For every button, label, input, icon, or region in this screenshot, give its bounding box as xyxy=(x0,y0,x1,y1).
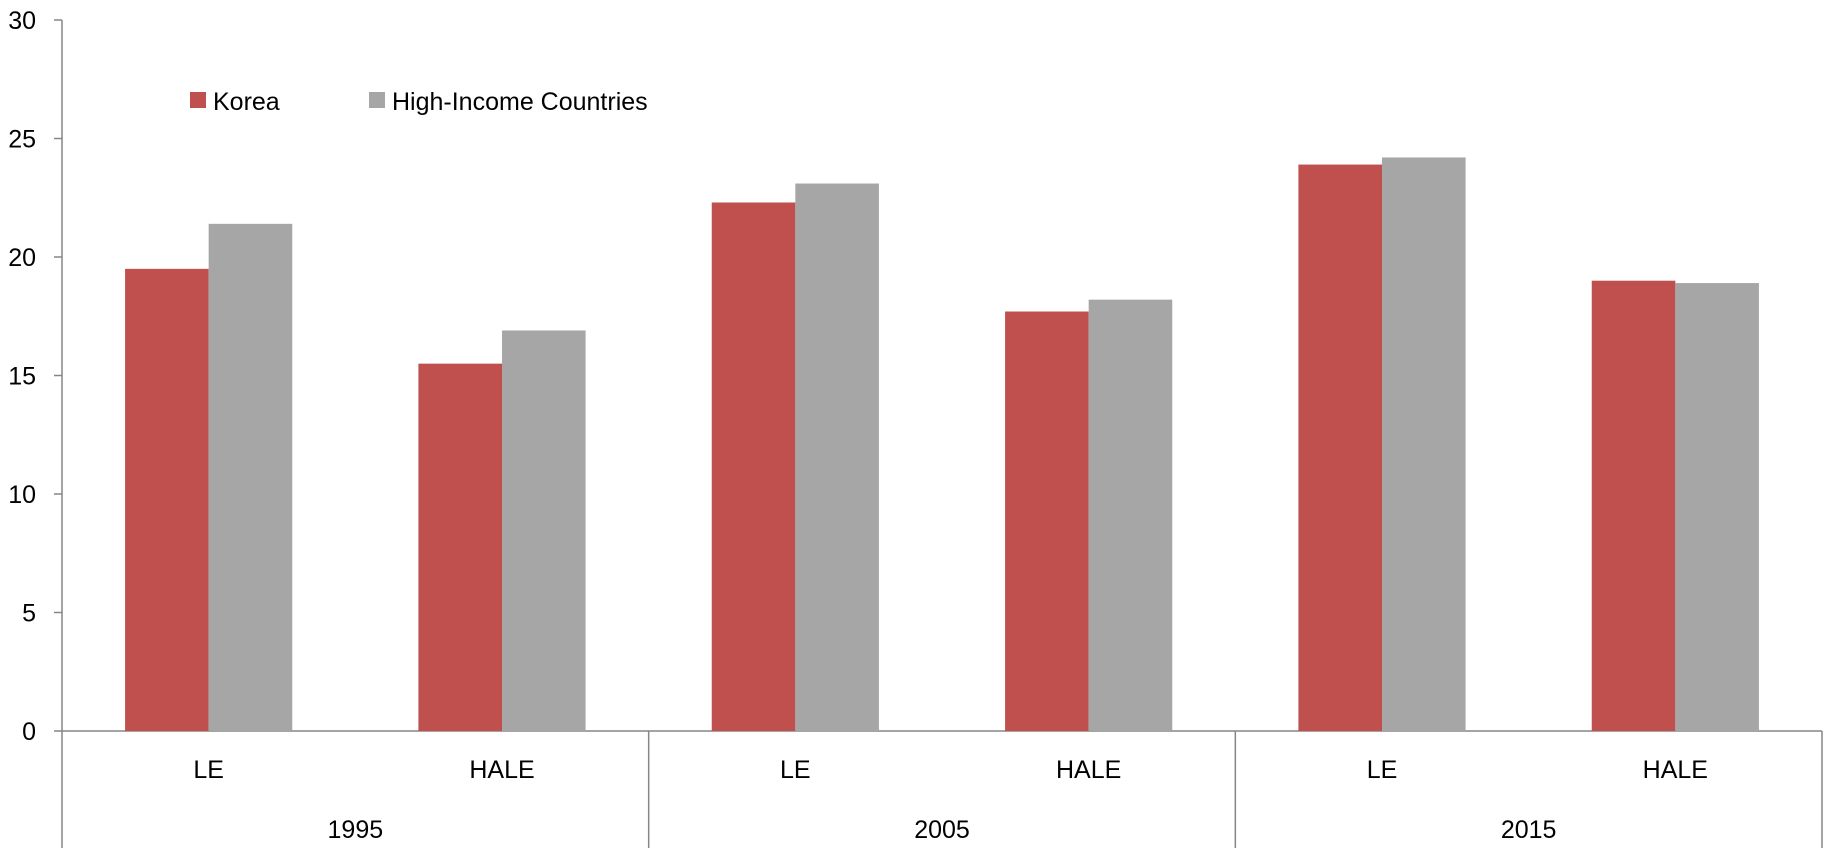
y-tick-labels: 0 5 10 15 20 25 30 xyxy=(8,7,36,746)
bar-high-income-countries xyxy=(795,183,879,731)
bar-korea xyxy=(125,268,209,731)
bars xyxy=(125,157,1759,732)
x-category-labels: LE HALE 1995 LE HALE 2005 LE HALE 2015 xyxy=(193,756,1708,844)
bar-high-income-countries xyxy=(502,330,586,731)
bar-high-income-countries xyxy=(208,223,293,731)
x-group-label: 1995 xyxy=(328,816,384,844)
y-tick-label: 0 xyxy=(22,718,36,746)
bar-korea xyxy=(1005,311,1089,731)
bar-korea xyxy=(418,363,502,731)
y-tick-label: 30 xyxy=(8,7,36,35)
axes xyxy=(54,19,1823,848)
bar-korea xyxy=(1298,164,1382,731)
x-category-label: HALE xyxy=(1643,756,1708,784)
bar-high-income-countries xyxy=(1088,299,1173,731)
y-tick-label: 15 xyxy=(8,363,36,391)
bar-high-income-countries xyxy=(1382,157,1466,731)
x-category-label: HALE xyxy=(1056,756,1121,784)
legend-label-high-income: High-Income Countries xyxy=(392,88,648,116)
y-tick-label: 25 xyxy=(8,126,36,154)
x-group-label: 2015 xyxy=(1501,816,1557,844)
y-tick-label: 10 xyxy=(8,481,36,509)
y-tick-label: 20 xyxy=(8,244,36,272)
x-category-label: LE xyxy=(193,756,224,784)
x-category-label: LE xyxy=(780,756,811,784)
bar-high-income-countries xyxy=(1675,283,1759,731)
x-category-label: LE xyxy=(1367,756,1398,784)
bar-korea xyxy=(1591,280,1676,731)
y-tick-label: 5 xyxy=(22,600,36,628)
legend: Korea High-Income Countries xyxy=(190,88,648,116)
bar-korea xyxy=(711,202,796,732)
x-category-label: HALE xyxy=(469,756,534,784)
x-group-label: 2005 xyxy=(914,816,970,844)
legend-swatch-korea xyxy=(190,92,206,108)
legend-label-korea: Korea xyxy=(213,88,280,116)
legend-swatch-high-income xyxy=(369,92,385,108)
